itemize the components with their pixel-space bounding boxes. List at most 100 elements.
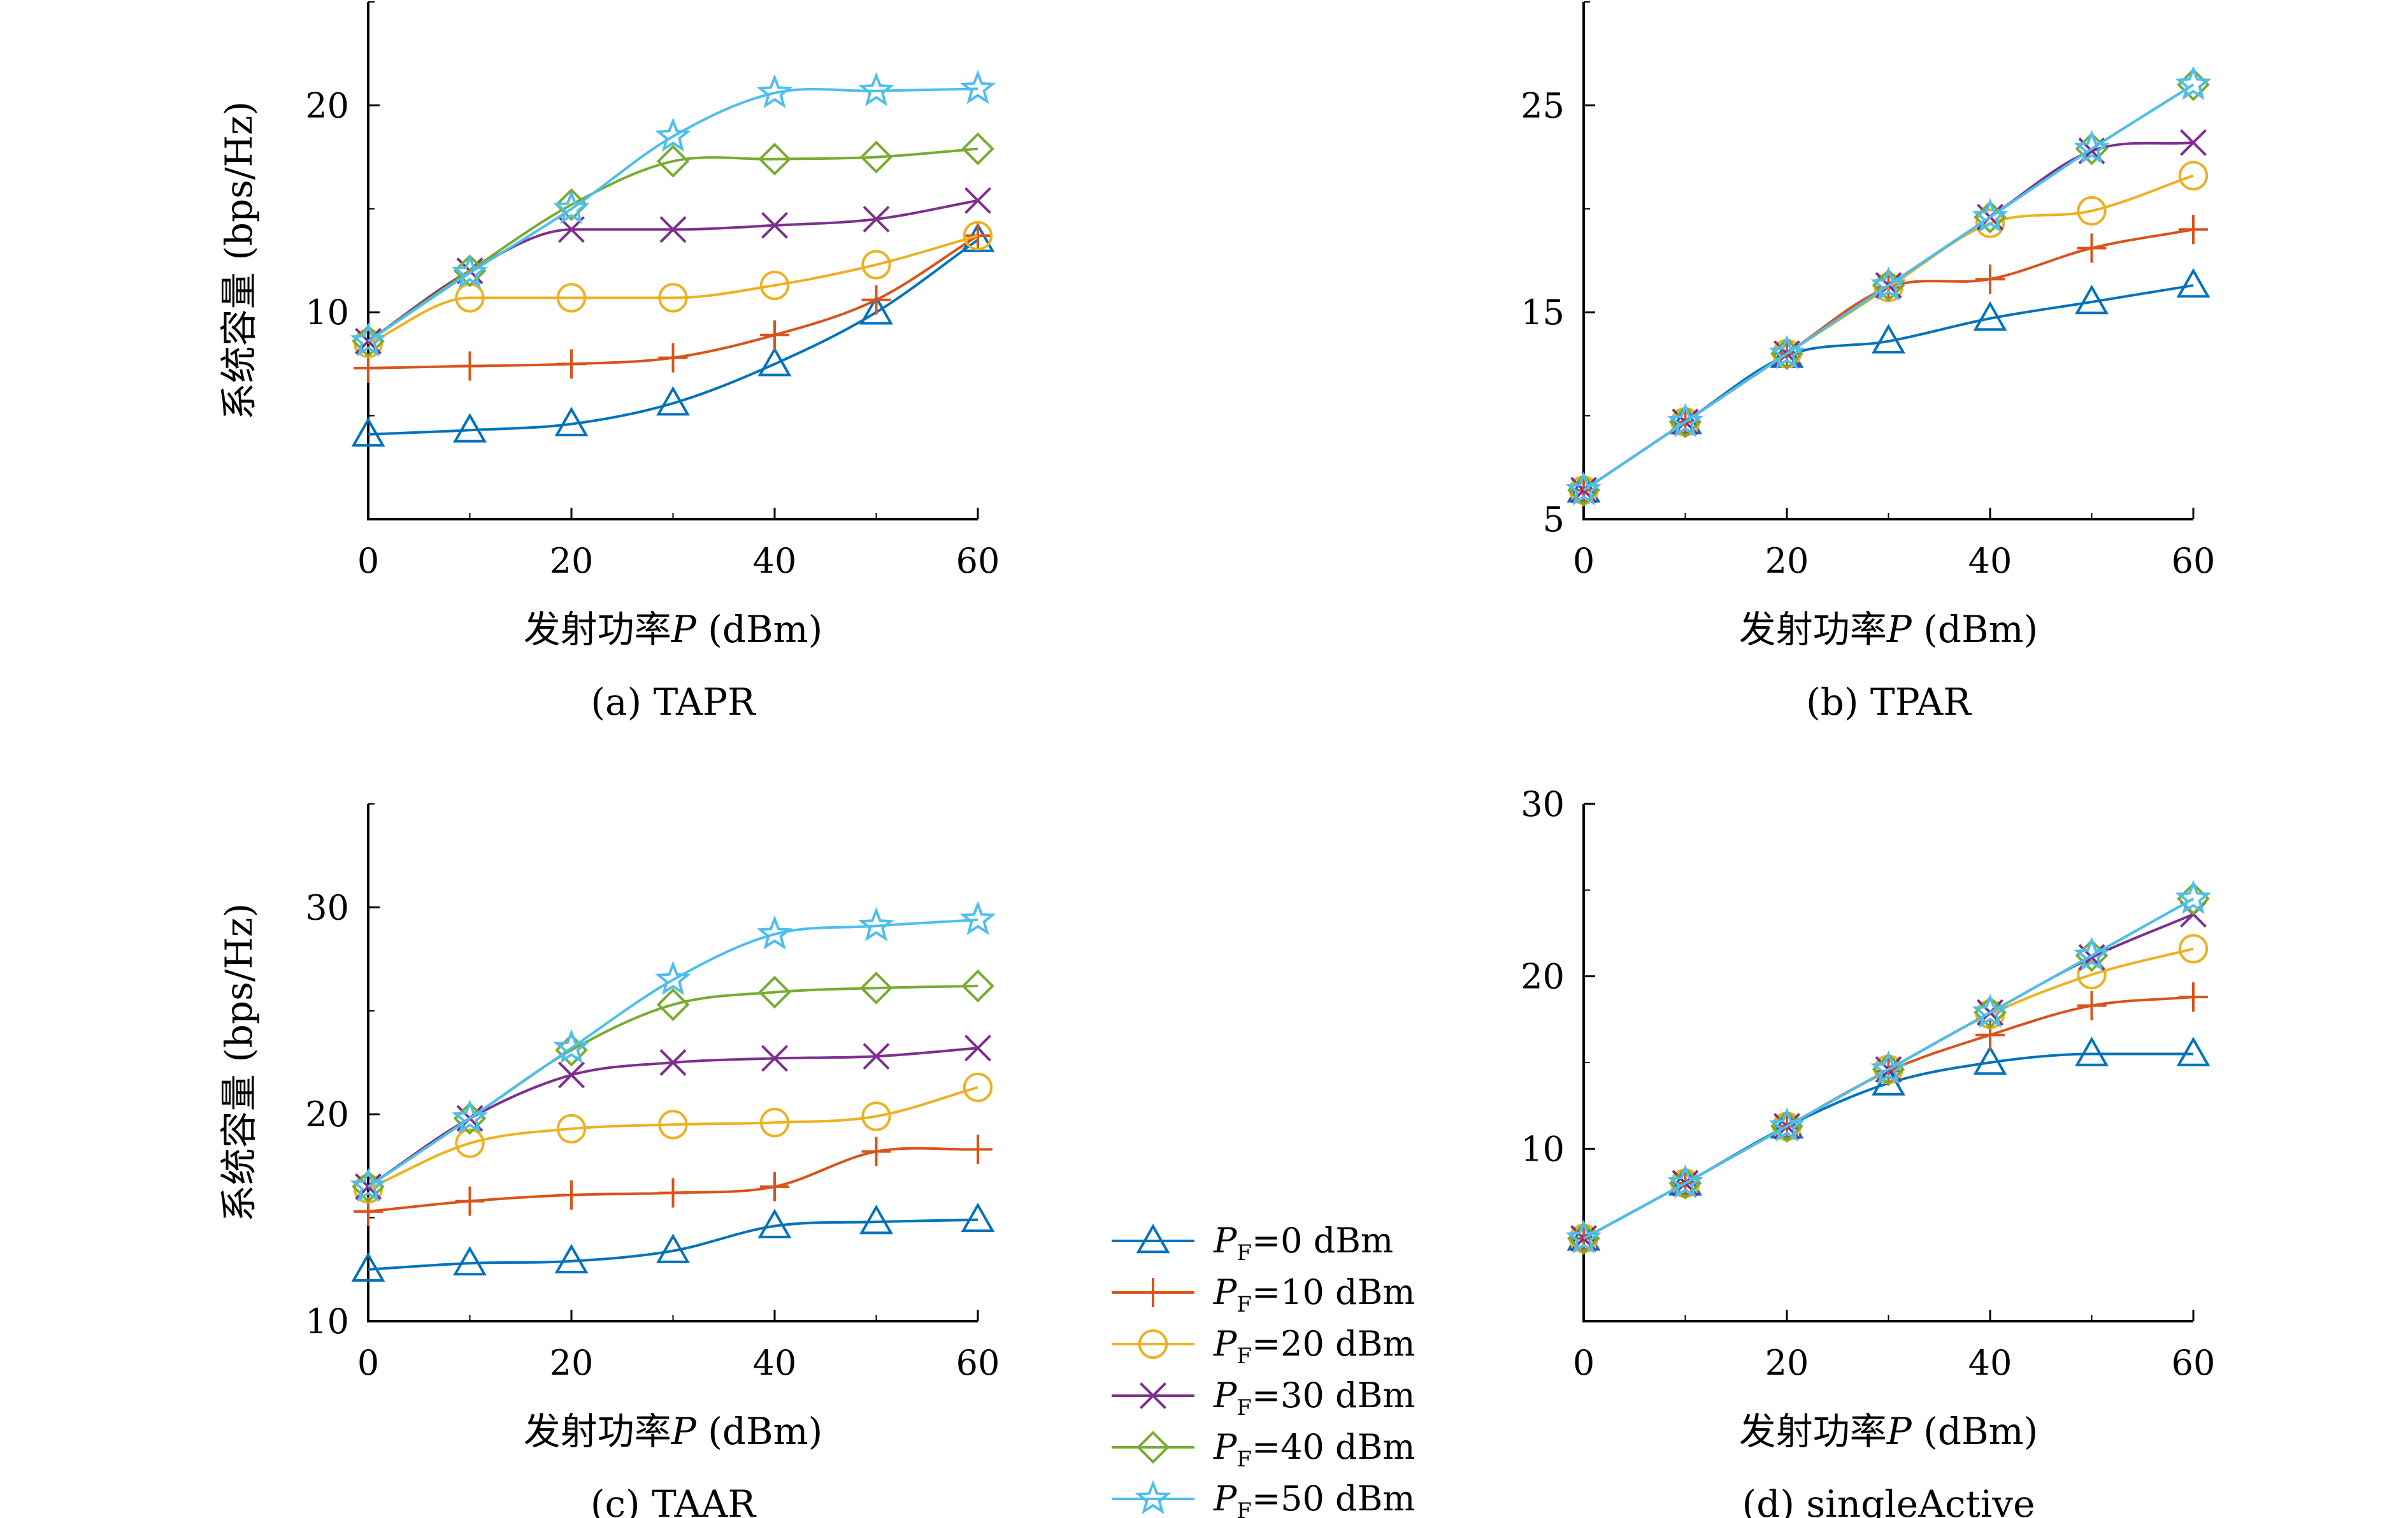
- data-point: [558, 1061, 585, 1089]
- data-point: [759, 1108, 790, 1138]
- legend-label: PF=10 dBm: [1213, 1272, 1415, 1317]
- data-point: [859, 971, 893, 1005]
- y-tick-label: 10: [305, 1301, 349, 1342]
- data-point: [964, 187, 991, 214]
- data-point: [2077, 233, 2107, 263]
- x-tick-label: 60: [956, 1343, 1000, 1383]
- x-axis-title: 发射功率P (dBm): [1739, 1410, 2039, 1453]
- data-point: [1768, 334, 1805, 369]
- data-point: [759, 270, 790, 301]
- data-point: [1972, 198, 2009, 233]
- series-6: [1565, 66, 2212, 506]
- data-point: [2176, 268, 2211, 298]
- data-point: [964, 1035, 991, 1062]
- series-line: [367, 984, 978, 1188]
- data-point: [2077, 196, 2107, 226]
- data-point: [655, 117, 691, 152]
- data-point: [655, 961, 691, 996]
- data-point: [553, 190, 590, 224]
- data-point: [961, 969, 994, 1003]
- data-point: [453, 413, 487, 443]
- series-3: [353, 1072, 993, 1204]
- y-tick-label: 15: [1521, 292, 1565, 333]
- panel-caption: (b) TPAR: [1806, 680, 1972, 724]
- x-tick-label: 20: [550, 1343, 594, 1383]
- x-tick-label: 0: [1573, 1343, 1595, 1383]
- data-point: [861, 285, 891, 315]
- data-point: [859, 1205, 893, 1235]
- x-tick-label: 20: [1765, 541, 1809, 581]
- y-tick-label: 30: [1521, 784, 1565, 824]
- data-point: [553, 1029, 590, 1064]
- x-tick-label: 60: [2172, 1343, 2216, 1383]
- chart-panel-1: 0 20 40 60 10 20 发射功率P (dBm) 系统容量 (bps/Hz) (a) T…: [217, 1, 1000, 724]
- data-point: [863, 206, 890, 233]
- series-line: [1583, 996, 2194, 1240]
- data-point: [659, 1049, 687, 1076]
- data-point: [658, 343, 688, 373]
- series-3: [1568, 161, 2209, 505]
- data-point: [554, 1243, 589, 1274]
- data-point: [858, 906, 894, 942]
- data-point: [659, 216, 687, 243]
- data-point: [1872, 324, 1905, 354]
- data-point: [1870, 1050, 1907, 1085]
- data-point: [2178, 934, 2209, 964]
- data-point: [859, 140, 893, 174]
- series-4: [355, 187, 991, 355]
- series-3: [353, 220, 993, 359]
- chart-panel-3: 0 20 40 60 10 20 30 发射功率P (dBm) 系统容量 (bps/Hz) (c)…: [217, 803, 1000, 1518]
- y-axis-title: 系统容量 (bps/Hz): [217, 101, 261, 420]
- legend-entry-5: PF=40 dBm: [1112, 1427, 1415, 1472]
- data-point: [1870, 266, 1907, 301]
- series-5: [352, 132, 994, 358]
- series-line: [368, 1218, 978, 1271]
- series-2: [354, 221, 993, 383]
- legend-entry-2: PF=10 dBm: [1112, 1272, 1415, 1317]
- data-point: [2075, 284, 2109, 315]
- data-point: [1973, 301, 2007, 331]
- data-point: [557, 1180, 586, 1210]
- data-point: [556, 283, 587, 313]
- data-point: [1973, 1045, 2007, 1075]
- data-point: [350, 322, 387, 357]
- series-line: [1582, 284, 2194, 492]
- y-tick-label: 5: [1543, 499, 1565, 540]
- data-point: [2175, 66, 2212, 101]
- panel-caption: (a) TAPR: [591, 680, 757, 724]
- series-1: [351, 1202, 995, 1282]
- data-point: [656, 1233, 690, 1263]
- data-point: [455, 1128, 485, 1158]
- data-point: [2175, 880, 2212, 914]
- legend-label: PF=40 dBm: [1213, 1427, 1415, 1472]
- data-point: [1975, 264, 2005, 294]
- data-point: [963, 1072, 993, 1103]
- data-point: [351, 1252, 385, 1282]
- data-point: [453, 1246, 487, 1276]
- y-tick-label: 30: [305, 887, 349, 927]
- x-axis-title: 发射功率P (dBm): [1739, 608, 2039, 651]
- data-point: [757, 347, 792, 376]
- data-point: [961, 132, 994, 166]
- legend-label: PF=50 dBm: [1213, 1479, 1415, 1518]
- x-axis-title: 发射功率P (dBm): [524, 608, 823, 651]
- chart-panel-2: 0 20 40 60 5 15 25 发射功率P (dBm) (b) TPAR: [1521, 1, 2215, 724]
- data-point: [1667, 403, 1703, 438]
- legend-marker: [1140, 1382, 1166, 1409]
- legend-entry-6: PF=50 dBm: [1112, 1479, 1415, 1518]
- legend-marker: [1138, 1329, 1168, 1359]
- series-6: [350, 901, 996, 1202]
- series-6: [350, 69, 996, 357]
- y-tick-label: 25: [1521, 85, 1565, 125]
- data-point: [2178, 161, 2209, 190]
- data-point: [959, 901, 996, 935]
- series-line: [1583, 898, 2194, 1240]
- x-tick-label: 0: [357, 1343, 379, 1383]
- x-tick-label: 0: [357, 541, 379, 581]
- data-point: [452, 1099, 488, 1134]
- data-point: [658, 283, 688, 313]
- data-point: [455, 351, 485, 381]
- data-point: [1667, 1164, 1703, 1199]
- legend-marker: [1136, 1223, 1170, 1254]
